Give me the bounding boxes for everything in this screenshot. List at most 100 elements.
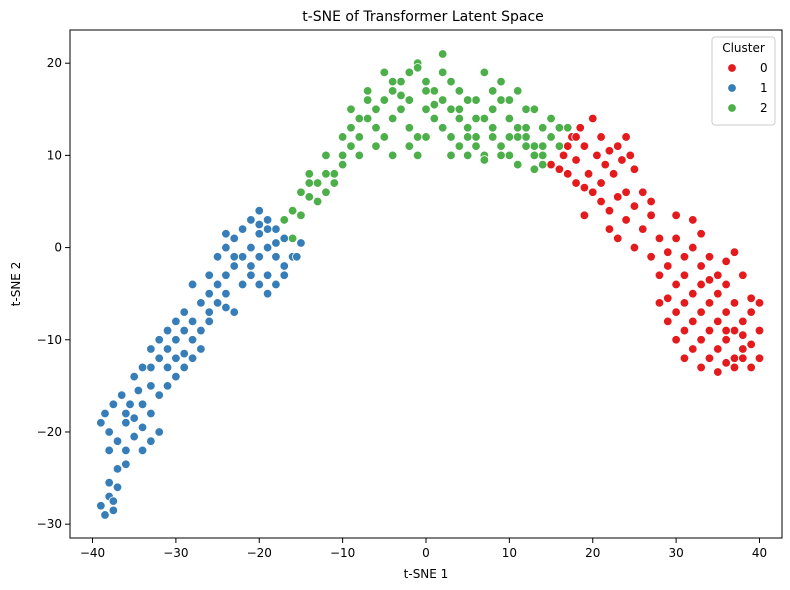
data-point-cluster-0 [713, 367, 723, 377]
data-point-cluster-0 [746, 362, 756, 373]
legend-marker-0 [727, 63, 737, 73]
data-point-cluster-1 [221, 229, 231, 239]
data-point-cluster-1 [129, 413, 139, 423]
data-point-cluster-1 [187, 279, 198, 290]
data-point-cluster-2 [529, 104, 540, 114]
data-point-cluster-1 [279, 261, 289, 271]
data-point-cluster-1 [137, 399, 148, 410]
data-point-cluster-1 [229, 261, 239, 271]
data-point-cluster-1 [204, 270, 214, 280]
data-point-cluster-2 [321, 169, 331, 179]
data-point-cluster-2 [421, 132, 431, 142]
data-point-cluster-0 [613, 192, 623, 202]
data-point-cluster-2 [387, 86, 398, 96]
data-point-cluster-2 [421, 76, 431, 87]
data-point-cluster-0 [704, 325, 715, 336]
data-point-cluster-0 [671, 210, 681, 221]
data-point-cluster-1 [125, 399, 135, 410]
data-point-cluster-2 [446, 104, 456, 114]
data-point-cluster-2 [504, 113, 515, 124]
data-point-cluster-0 [646, 252, 656, 262]
data-point-cluster-0 [754, 353, 765, 363]
data-point-cluster-2 [387, 113, 398, 124]
data-point-cluster-0 [704, 275, 715, 285]
data-point-cluster-0 [629, 242, 640, 253]
data-point-cluster-1 [187, 353, 198, 363]
data-point-cluster-0 [679, 252, 690, 262]
data-point-cluster-2 [371, 104, 381, 114]
data-point-cluster-0 [688, 242, 698, 253]
data-point-cluster-0 [563, 141, 573, 151]
data-point-cluster-1 [204, 288, 214, 299]
data-point-cluster-0 [746, 307, 756, 317]
data-point-cluster-1 [246, 270, 256, 280]
data-point-cluster-2 [529, 164, 540, 174]
data-point-cluster-1 [179, 362, 189, 373]
data-point-cluster-1 [179, 348, 189, 359]
data-point-cluster-0 [721, 335, 731, 345]
data-point-cluster-1 [212, 279, 223, 290]
data-point-cluster-0 [646, 210, 656, 221]
data-point-cluster-0 [679, 325, 690, 336]
data-point-cluster-1 [254, 279, 264, 290]
data-point-cluster-2 [471, 95, 481, 105]
data-point-cluster-1 [137, 445, 148, 456]
data-point-cluster-1 [262, 224, 273, 234]
y-tick-label: −30 [37, 517, 62, 531]
data-point-cluster-1 [246, 261, 256, 271]
data-point-cluster-0 [588, 187, 598, 197]
data-point-cluster-0 [746, 339, 756, 350]
data-point-cluster-0 [583, 169, 594, 179]
y-tick-label: 0 [54, 241, 62, 255]
data-point-cluster-2 [404, 141, 415, 151]
data-point-cluster-2 [471, 132, 481, 142]
data-point-cluster-2 [538, 159, 548, 170]
plot-frame [69, 29, 783, 539]
data-point-cluster-2 [379, 95, 390, 105]
data-point-cluster-1 [196, 344, 206, 354]
data-point-cluster-1 [137, 362, 148, 373]
data-point-cluster-0 [688, 215, 698, 225]
data-point-cluster-1 [229, 233, 239, 244]
data-point-cluster-1 [171, 316, 181, 327]
data-point-cluster-2 [454, 104, 465, 114]
data-point-cluster-0 [721, 279, 731, 290]
data-point-cluster-2 [521, 141, 531, 151]
y-tick-label: 10 [47, 148, 62, 162]
data-point-cluster-2 [304, 169, 314, 179]
x-tick-label: 30 [668, 546, 683, 560]
data-point-cluster-2 [454, 141, 465, 151]
data-point-cluster-2 [462, 132, 473, 142]
data-point-cluster-1 [279, 233, 289, 244]
data-point-cluster-1 [254, 219, 264, 230]
data-point-cluster-0 [704, 252, 715, 262]
data-point-cluster-1 [104, 427, 114, 437]
data-point-cluster-0 [654, 298, 665, 308]
data-point-cluster-1 [254, 206, 264, 216]
data-point-cluster-0 [554, 164, 565, 174]
data-point-cluster-1 [254, 229, 264, 239]
data-point-cluster-1 [221, 270, 231, 280]
data-point-cluster-2 [354, 132, 365, 142]
data-point-cluster-2 [546, 113, 556, 124]
data-point-cluster-0 [729, 325, 740, 336]
x-tick-label: −10 [330, 546, 355, 560]
data-point-cluster-1 [154, 335, 164, 345]
data-point-cluster-1 [221, 288, 231, 299]
data-point-cluster-2 [371, 123, 381, 133]
data-point-cluster-2 [296, 187, 306, 197]
data-point-cluster-0 [688, 288, 698, 299]
data-point-cluster-0 [604, 206, 615, 216]
data-point-cluster-2 [396, 76, 406, 87]
data-point-cluster-2 [454, 86, 465, 96]
data-point-cluster-2 [546, 132, 556, 142]
data-point-cluster-0 [696, 261, 706, 271]
data-point-cluster-2 [312, 196, 323, 207]
data-point-cluster-0 [729, 247, 740, 257]
data-point-cluster-1 [171, 335, 181, 345]
data-point-cluster-2 [321, 150, 331, 161]
data-point-cluster-2 [471, 141, 481, 151]
data-point-cluster-2 [304, 178, 314, 188]
